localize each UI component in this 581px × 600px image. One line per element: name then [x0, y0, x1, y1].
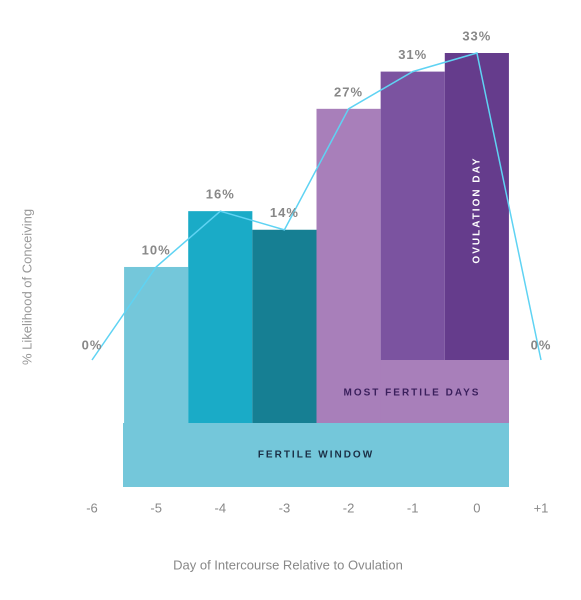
x-tick-label: -4 [215, 500, 227, 515]
value-label: 0% [82, 337, 103, 352]
annotation: MOST FERTILE DAYS [344, 388, 481, 399]
bar [124, 266, 189, 487]
value-label: 0% [531, 337, 552, 352]
trend-line [91, 52, 542, 361]
x-tick-label: -2 [343, 500, 355, 515]
value-label: 10% [142, 242, 171, 257]
y-axis-label: % Likelihood of Conceiving [19, 209, 34, 365]
value-label: 14% [270, 205, 299, 220]
x-axis-label: Day of Intercourse Relative to Ovulation [173, 557, 403, 572]
value-label: 16% [206, 187, 235, 202]
annotation: FERTILE WINDOW [258, 450, 374, 461]
bar [316, 108, 381, 424]
x-tick-label: -3 [279, 500, 291, 515]
x-tick-label: -5 [150, 500, 162, 515]
x-tick-label: -6 [86, 500, 98, 515]
value-label: 27% [334, 84, 363, 99]
bar [252, 229, 317, 423]
bar [444, 53, 509, 360]
x-tick-label: 0 [473, 500, 480, 515]
x-tick-label: +1 [534, 500, 549, 515]
value-label: 33% [462, 28, 491, 43]
bar [188, 211, 253, 423]
x-tick-label: -1 [407, 500, 419, 515]
bar [380, 71, 445, 360]
annotation: OVULATION DAY [472, 156, 483, 263]
value-label: 31% [398, 47, 427, 62]
